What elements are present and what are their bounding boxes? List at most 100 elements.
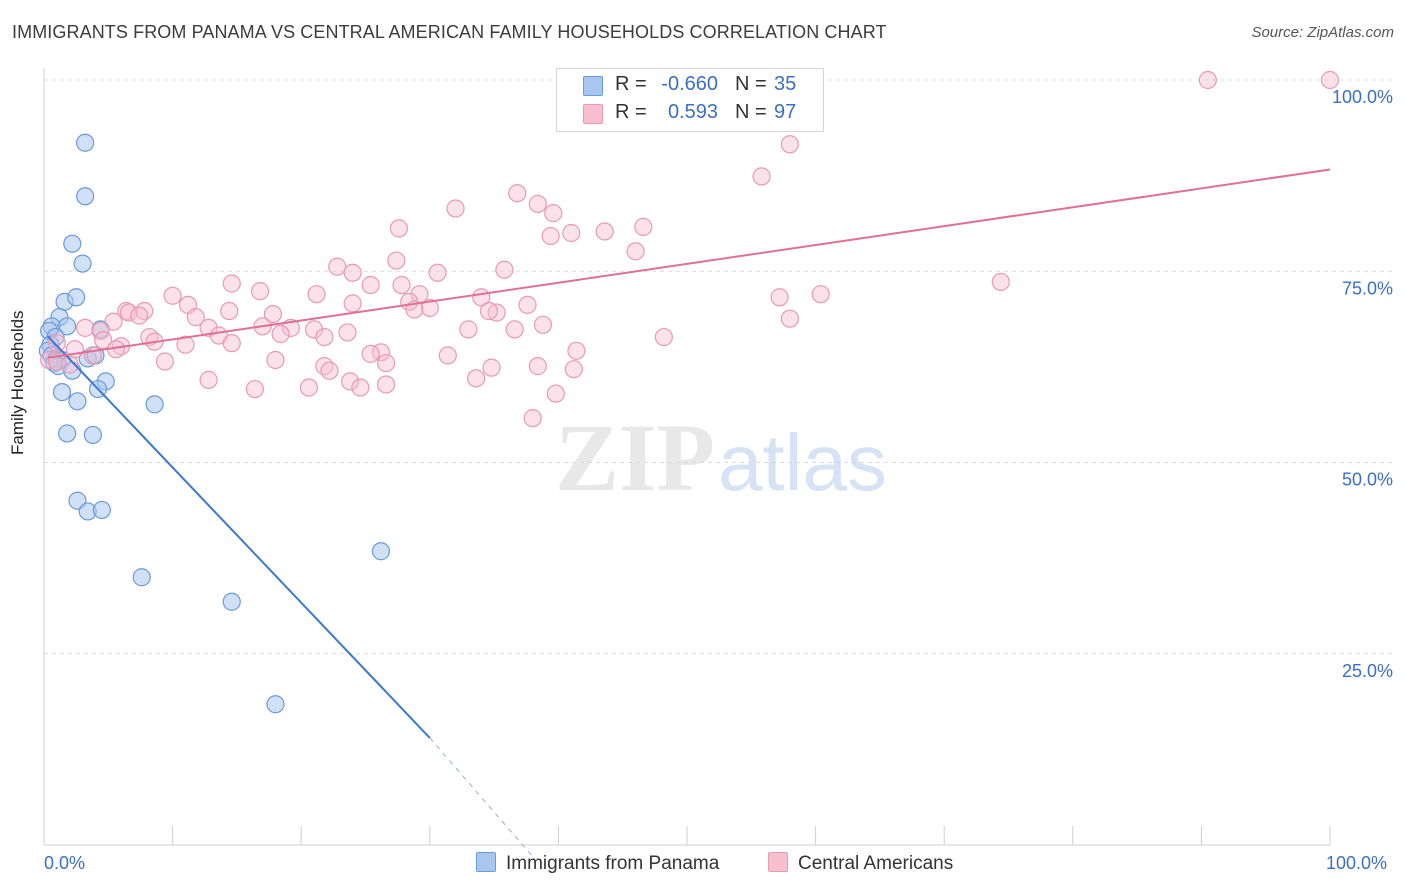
x-tick-min: 0.0% [44,853,86,873]
point-central [119,303,138,322]
point-central [76,318,95,337]
point-central [991,272,1010,292]
point-central [495,260,514,279]
point-central [263,304,283,324]
point-central [222,274,241,293]
point-central [420,298,439,318]
point-central [343,294,362,313]
trendline-panama [47,335,431,739]
watermark-zip: ZIP [555,404,715,511]
point-central [199,370,218,389]
point-central [340,372,360,391]
point-central [626,242,645,261]
point-central [163,286,182,305]
point-central [508,184,527,203]
point-central [387,251,406,270]
point-central [518,295,537,315]
point-central [376,353,396,373]
point-central [479,301,499,321]
point-central [220,301,239,321]
point-central [564,360,583,379]
trendline-central [47,168,1331,359]
point-central [546,384,565,403]
point-central [487,303,506,322]
legend-n-value-central: 97 [774,101,797,123]
point-panama [58,317,77,336]
point-panama [76,133,95,152]
point-panama [92,500,111,520]
point-central [222,334,241,353]
point-panama [63,234,82,253]
point-central [533,315,553,334]
point-central [351,378,370,397]
point-panama [145,395,164,414]
point-central [250,282,270,301]
point-central [528,194,547,214]
point-central [266,350,285,370]
point-central [392,275,411,295]
x-tick-max: 100.0% [1326,853,1388,873]
legend-n-value-panama: 35 [774,73,797,95]
point-central [304,320,324,339]
point-central [60,355,79,374]
point-central [343,263,362,282]
point-panama [371,542,391,561]
point-central [428,263,447,282]
point-central [299,378,319,397]
point-central [595,222,614,241]
point-panama [266,695,285,714]
point-central [245,379,265,399]
point-panama [68,392,87,411]
point-panama [73,254,92,273]
point-central [40,350,59,370]
point-central [523,409,542,428]
point-central [446,199,465,218]
point-central [541,226,560,246]
point-central [130,306,149,325]
point-panama [83,425,102,445]
y-tick-label: 75.0% [1342,278,1393,298]
point-central [199,318,218,337]
point-central [376,375,396,394]
point-panama [76,187,95,206]
y-tick-label: 50.0% [1342,470,1393,490]
point-central [780,135,799,154]
point-central [1320,70,1340,90]
point-central [544,204,563,223]
point-central [780,309,799,328]
source-credit: Source: ZipAtlas.com [1251,24,1394,41]
point-panama [132,568,151,587]
point-central [752,167,771,186]
point-central [361,344,380,363]
legend-swatch-panama [583,76,603,96]
point-central [328,257,347,276]
point-central [338,323,357,342]
point-central [528,357,547,376]
y-axis-label: Family Households [8,310,27,455]
watermark-atlas: atlas [718,418,887,507]
bottom-legend-panama: Immigrants from Panama [476,852,719,875]
point-central [459,320,478,339]
y-tick-label: 100.0% [1332,87,1393,107]
chart-title: IMMIGRANTS FROM PANAMA VS CENTRAL AMERIC… [12,22,887,42]
point-central [505,320,524,339]
point-central [567,341,586,360]
point-central [634,217,653,236]
point-central [176,335,195,354]
trendline-panama-extension [429,737,534,857]
point-central [466,369,486,388]
point-central [361,275,380,295]
legend-r-label: R = [615,101,647,123]
legend-r-label: R = [615,73,647,95]
point-central [438,346,457,365]
point-panama [58,424,77,443]
bottom-legend-central: Central Americans [768,852,953,875]
legend-n-label: N = [735,73,767,95]
point-central [155,352,174,371]
point-central [47,334,66,353]
point-central [315,327,334,347]
point-central [389,219,409,238]
point-central [654,327,673,347]
point-panama [67,288,86,307]
